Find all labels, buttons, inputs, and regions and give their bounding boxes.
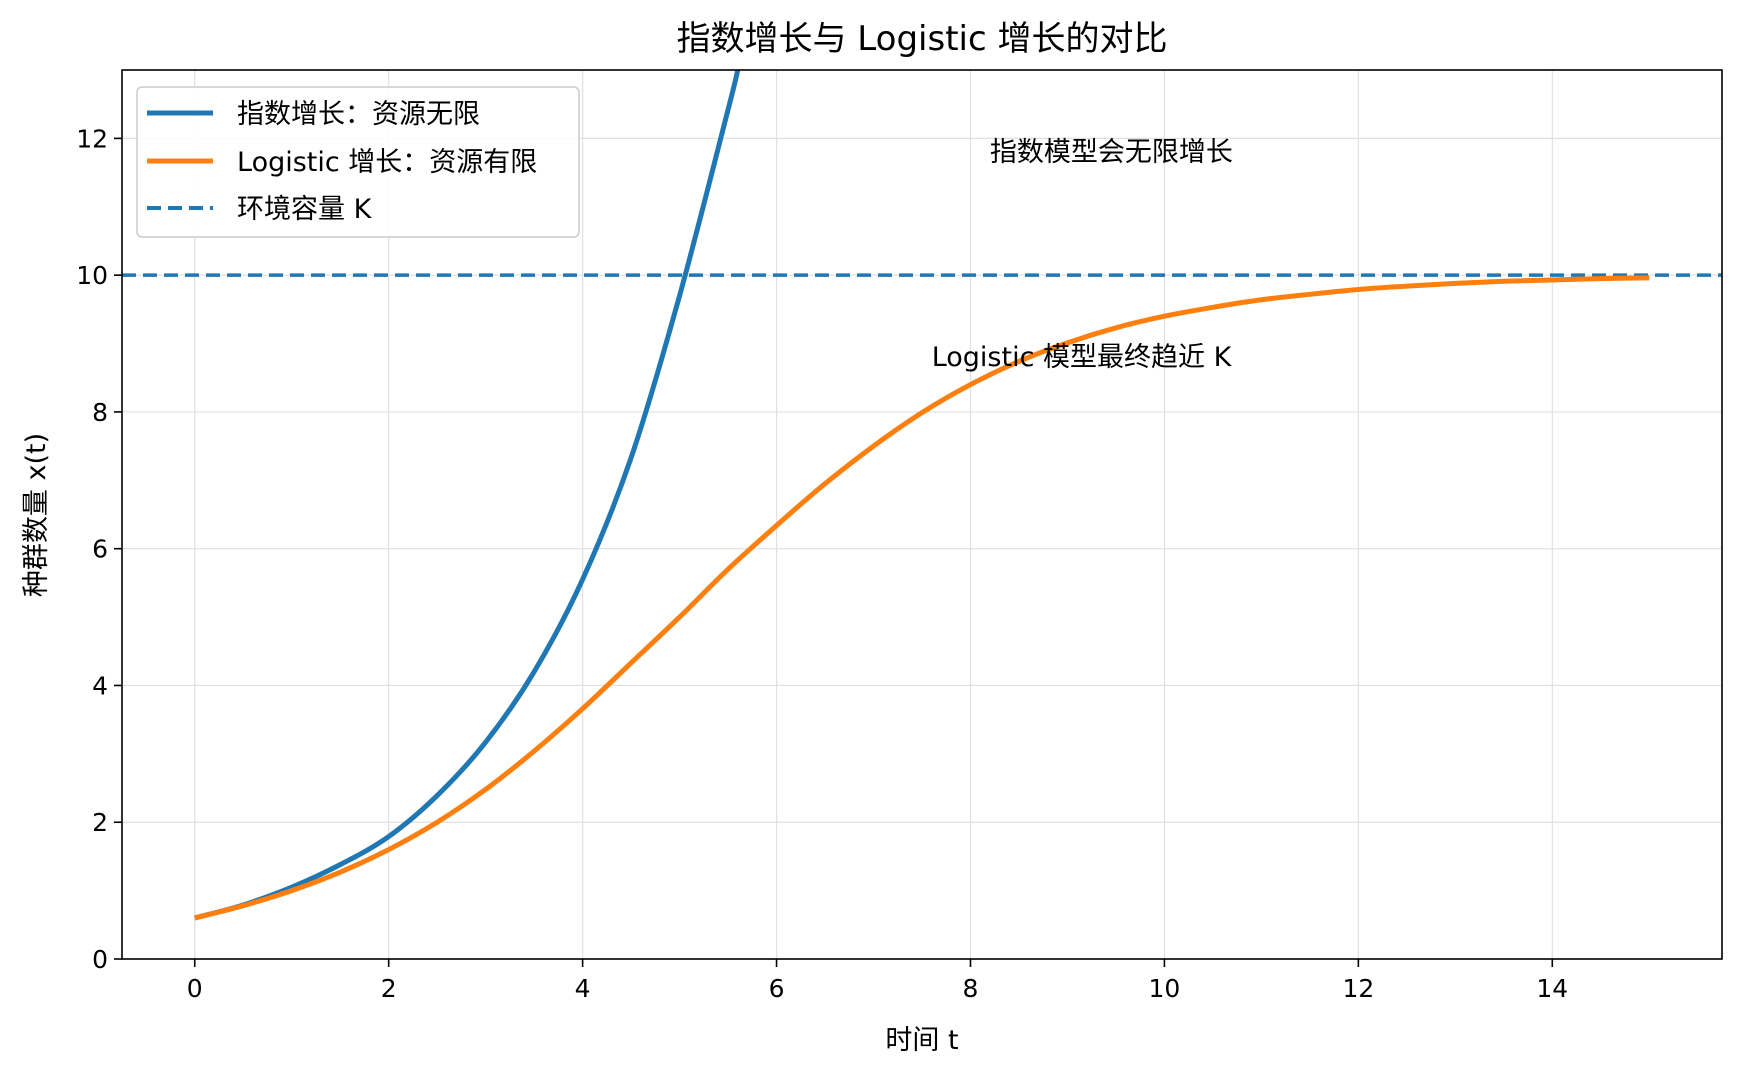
x-tick-label: 14 [1536,974,1568,1003]
annotation-exponential: 指数模型会无限增长 [990,137,1233,168]
annotation-logistic: Logistic 模型最终趋近 K [932,342,1233,373]
x-tick-label: 10 [1149,974,1181,1003]
annotation-layer: 指数模型会无限增长 Logistic 模型最终趋近 K [932,137,1233,373]
legend: 指数增长：资源无限 Logistic 增长：资源有限 环境容量 K [136,86,580,238]
plot-layer [122,70,1722,921]
legend-label-logistic: Logistic 增长：资源有限 [237,147,537,178]
y-tick-label: 10 [76,261,108,290]
y-tick-label: 12 [76,124,108,153]
chart-title: 指数增长与 Logistic 增长的对比 [677,19,1168,59]
legend-label-carrying-capacity: 环境容量 K [237,194,373,225]
x-tick-label: 12 [1342,974,1374,1003]
y-axis-label: 种群数量 x(t) [21,433,52,597]
plot-frame [121,69,1723,960]
exponential-growth-line [194,70,741,921]
legend-box [136,86,580,238]
ticks-layer: 0 2 4 6 8 10 12 14 0 2 4 6 8 10 12 [76,124,1568,1003]
y-tick-label: 6 [92,535,108,564]
x-tick-label: 4 [575,974,591,1003]
x-axis-label: 时间 t [885,1025,958,1056]
logistic-growth-line [194,275,1650,921]
x-tick-label: 6 [769,974,785,1003]
legend-label-exponential: 指数增长：资源无限 [237,99,480,130]
y-tick-label: 4 [92,671,108,700]
x-tick-label: 0 [187,974,203,1003]
x-tick-label: 2 [381,974,397,1003]
y-tick-label: 2 [92,808,108,837]
y-tick-label: 0 [92,945,108,974]
series-group [122,70,1722,921]
x-tick-label: 8 [963,974,979,1003]
y-tick-label: 8 [92,398,108,427]
